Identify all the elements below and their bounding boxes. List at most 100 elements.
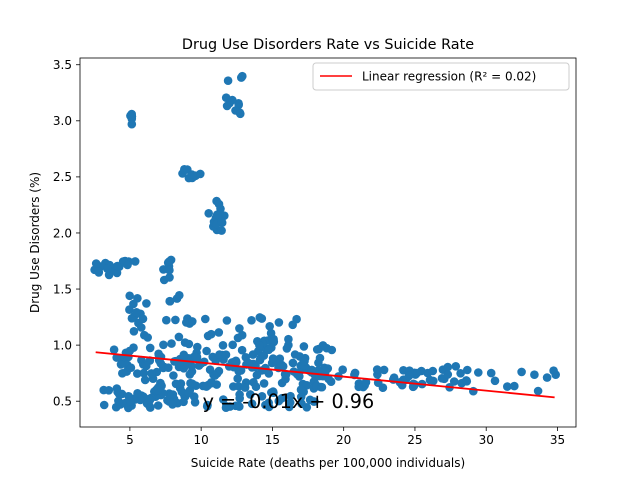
scatter-point [139, 368, 149, 378]
scatter-point [324, 374, 333, 384]
scatter-point [474, 368, 483, 377]
scatter-point [296, 385, 306, 395]
scatter-point [300, 356, 309, 366]
scatter-point [469, 386, 478, 396]
scatter-point [275, 354, 285, 364]
scatter-point [127, 314, 137, 323]
scatter-point [248, 350, 258, 359]
scatter-point [274, 396, 284, 406]
scatter-point [269, 388, 278, 398]
scatter-point [259, 379, 269, 388]
scatter-point [202, 402, 212, 411]
scatter-point [235, 394, 244, 403]
scatter-point [203, 331, 213, 341]
scatter-point [99, 400, 109, 410]
scatter-point [212, 210, 222, 219]
scatter-point [175, 291, 184, 300]
scatter-point [156, 359, 166, 368]
y-tick-label: 3.0 [53, 114, 72, 128]
scatter-point [193, 342, 202, 352]
scatter-point [240, 383, 250, 392]
scatter-point [153, 401, 163, 410]
x-tick-label: 20 [336, 433, 351, 447]
scatter-point [233, 374, 242, 383]
scatter-point [224, 362, 234, 371]
scatter-point [142, 299, 151, 308]
scatter-point [113, 387, 122, 397]
scatter-point [126, 363, 136, 373]
scatter-point [187, 170, 197, 179]
x-tick-label: 25 [407, 433, 422, 447]
scatter-point [91, 259, 101, 268]
scatter-point [112, 353, 121, 362]
scatter-point [236, 366, 246, 375]
scatter-point [184, 339, 194, 349]
scatter-points [90, 71, 560, 413]
scatter-point [123, 260, 132, 270]
scatter-point [510, 381, 519, 391]
scatter-point [165, 273, 174, 282]
scatter-point [449, 377, 459, 386]
scatter-point [235, 324, 244, 333]
scatter-point [94, 267, 103, 276]
regression-layer [95, 351, 555, 399]
scatter-point [104, 386, 114, 395]
scatter-point [274, 318, 284, 327]
scatter-point [127, 112, 137, 121]
scatter-point [145, 395, 155, 405]
scatter-point [285, 402, 294, 412]
scatter-point [138, 314, 148, 324]
scatter-point [486, 368, 496, 378]
scatter-point [159, 340, 168, 350]
scatter-point [223, 76, 233, 85]
scatter-point [218, 341, 228, 350]
scatter-point [257, 314, 267, 323]
scatter-point [219, 395, 228, 404]
scatter-point [205, 365, 215, 375]
scatter-point [133, 369, 142, 378]
regression-line [95, 351, 555, 399]
scatter-point [188, 317, 197, 326]
scatter-point [129, 327, 139, 336]
scatter-point [231, 356, 241, 366]
scatter-point [179, 397, 188, 407]
scatter-point [379, 365, 389, 375]
scatter-point [167, 390, 176, 400]
regression-equation-label: y = -0.01x + 0.96 [203, 390, 375, 413]
scatter-point [125, 305, 134, 315]
legend-label: Linear regression (R² = 0.02) [362, 70, 536, 84]
scatter-point [228, 95, 237, 105]
x-tick-label: 10 [194, 433, 209, 447]
scatter-point [177, 387, 187, 397]
scatter-point [162, 315, 171, 325]
scatter-point [109, 345, 119, 355]
scatter-point [116, 360, 126, 369]
scatter-point [184, 388, 194, 398]
scatter-point [490, 376, 500, 386]
scatter-point [207, 378, 216, 387]
x-tick-label: 15 [265, 433, 280, 447]
scatter-point [168, 400, 177, 409]
y-tick-label: 2.5 [53, 170, 72, 184]
scatter-point [142, 361, 151, 371]
scatter-point [284, 334, 293, 344]
scatter-point [137, 323, 146, 332]
scatter-point [125, 396, 135, 406]
scatter-point [171, 315, 180, 325]
scatter-point [167, 339, 176, 348]
x-tick-label: 30 [479, 433, 494, 447]
scatter-point [530, 370, 539, 380]
scatter-point [215, 350, 224, 359]
scatter-point [164, 257, 174, 266]
scatter-point [462, 377, 472, 386]
scatter-point [517, 367, 526, 377]
scatter-point [217, 226, 226, 235]
scatter-point [222, 316, 232, 325]
scatter-point [237, 330, 247, 340]
scatter-point [443, 362, 453, 372]
scatter-point [549, 366, 558, 376]
scatter-point [443, 370, 453, 379]
scatter-point [238, 71, 247, 81]
scatter-point [244, 358, 253, 368]
